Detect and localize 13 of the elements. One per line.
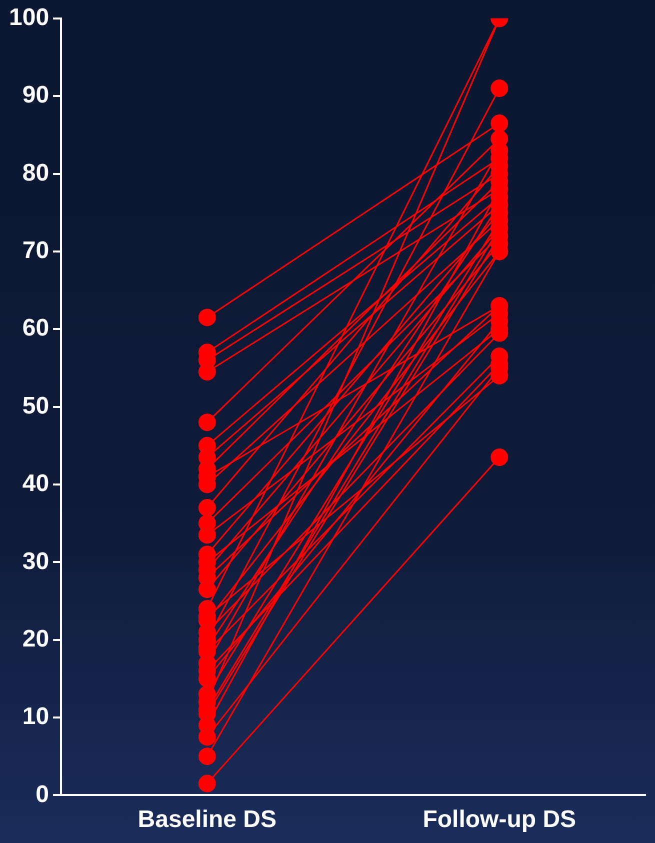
x-tick-label: Follow-up DS <box>422 806 576 834</box>
x-tick-label: Baseline DS <box>138 806 277 834</box>
y-tick-label: 100 <box>8 4 50 32</box>
y-tick-label: 0 <box>36 780 50 808</box>
y-tick-label: 80 <box>22 159 50 186</box>
y-tick-label: 70 <box>22 237 50 264</box>
y-tick-label: 20 <box>22 625 50 652</box>
y-tick-label: 10 <box>22 703 50 730</box>
y-tick-label: 50 <box>22 392 50 420</box>
y-tick-label: 30 <box>22 548 50 575</box>
y-tick-label: 40 <box>22 470 50 498</box>
y-tick-label: 60 <box>22 314 50 342</box>
y-tick-label: 90 <box>22 82 50 109</box>
